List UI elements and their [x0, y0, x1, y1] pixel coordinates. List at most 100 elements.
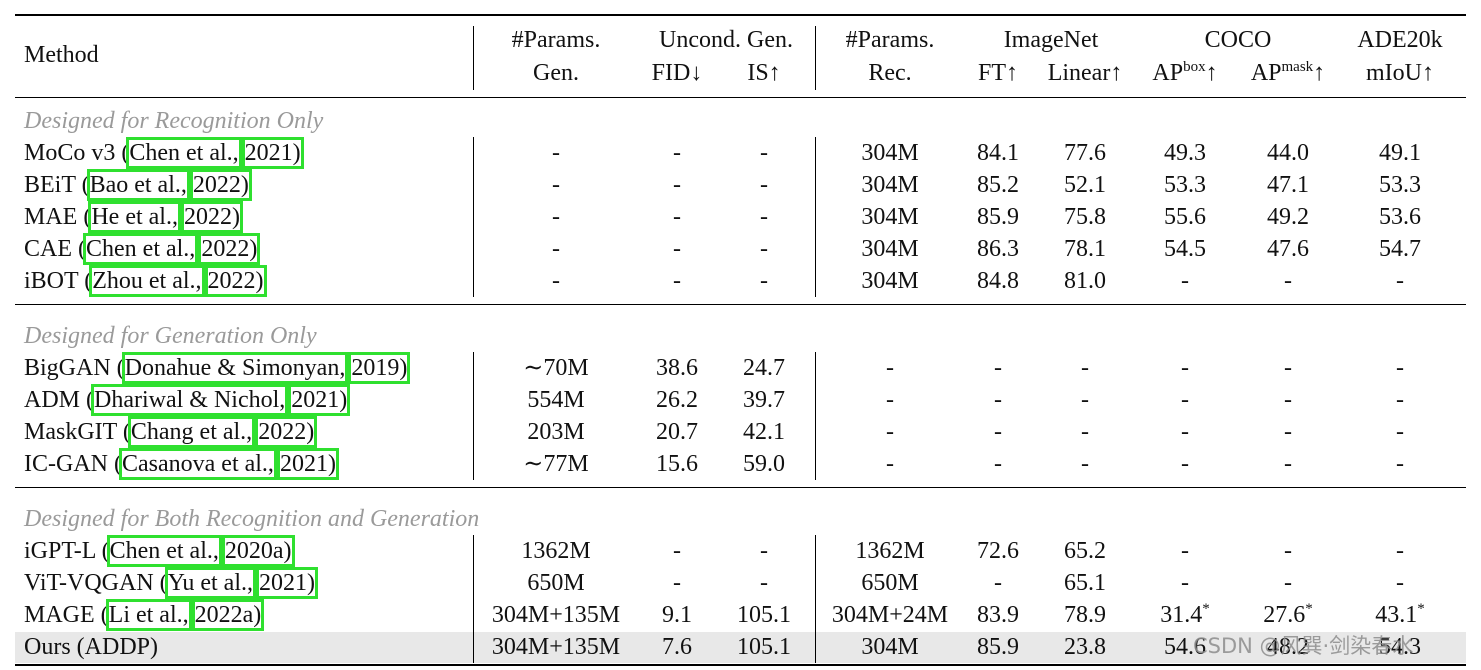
header-text: ↑ — [1313, 60, 1326, 86]
method: MAGE ( — [24, 602, 109, 628]
header-col: FT↑ — [977, 60, 1019, 86]
citation-year: 2022) — [180, 201, 243, 233]
cell: - — [886, 355, 894, 381]
citation-year: 2019) — [348, 352, 411, 384]
cell: 304M — [861, 140, 919, 166]
header-params: Rec. — [868, 60, 912, 86]
cell: 203M — [527, 419, 585, 445]
cell-value: 43.1 — [1375, 602, 1418, 628]
method: IC-GAN ( — [24, 451, 122, 477]
cell: 31.4* — [1160, 601, 1210, 629]
citation-year: 2020a) — [221, 535, 295, 567]
cell: - — [994, 355, 1002, 381]
cell: 48.2 — [1267, 634, 1309, 660]
cell: 65.1 — [1064, 570, 1106, 596]
cell: - — [552, 204, 560, 230]
cell: 105.1 — [737, 602, 791, 628]
cell: - — [886, 387, 894, 413]
cell: - — [760, 570, 768, 596]
method: CAE ( — [24, 236, 86, 262]
cell: - — [1396, 268, 1404, 294]
cell: 1362M — [521, 538, 591, 564]
cell: - — [1181, 355, 1189, 381]
cell-sup: * — [1202, 601, 1210, 617]
cell: 53.3 — [1379, 172, 1421, 198]
cell: 55.6 — [1164, 204, 1206, 230]
header-params: #Params. — [511, 27, 601, 53]
method: BEiT ( — [24, 172, 90, 198]
section-title: Designed for Both Recognition and Genera… — [24, 506, 480, 532]
header-col: mIoU↑ — [1366, 60, 1434, 86]
cell: 54.7 — [1379, 236, 1421, 262]
cell: - — [1181, 538, 1189, 564]
rule — [15, 304, 1466, 305]
cell: - — [1284, 538, 1292, 564]
header-col: Linear↑ — [1047, 60, 1123, 86]
method-name: CAE (Chen et al., 2022) — [24, 233, 261, 265]
cell: 304M — [861, 236, 919, 262]
cell: 84.1 — [977, 140, 1019, 166]
rule — [815, 26, 816, 90]
rule — [473, 26, 474, 90]
method-name: Ours (ADDP) — [24, 633, 158, 661]
cell: - — [552, 140, 560, 166]
cell: - — [1081, 387, 1089, 413]
citation-year: 2022) — [198, 233, 261, 265]
cell: 47.6 — [1267, 236, 1309, 262]
cell: - — [1181, 268, 1189, 294]
cell: 59.0 — [743, 451, 785, 477]
cell: - — [673, 204, 681, 230]
cell: 24.7 — [743, 355, 785, 381]
header-group: COCO — [1204, 27, 1272, 53]
cell: 47.1 — [1267, 172, 1309, 198]
cell: - — [760, 140, 768, 166]
cell: - — [1081, 451, 1089, 477]
citation-author: He et al., — [88, 201, 181, 233]
method-name: ViT-VQGAN (Yu et al., 2021) — [24, 567, 318, 599]
citation-author: Casanova et al., — [118, 448, 277, 480]
cell: 1362M — [855, 538, 925, 564]
section-title: Designed for Recognition Only — [24, 108, 324, 134]
rule — [15, 97, 1466, 98]
cell: - — [994, 419, 1002, 445]
watermark: CSDN @风巽·剑染春水 — [1193, 634, 1414, 658]
method-name: BigGAN (Donahue & Simonyan, 2019) — [24, 352, 411, 384]
cell: - — [1181, 570, 1189, 596]
method-name: MAGE (Li et al., 2022a) — [24, 599, 265, 631]
cell: - — [673, 236, 681, 262]
cell: - — [994, 387, 1002, 413]
cell: - — [673, 172, 681, 198]
rule — [815, 137, 816, 297]
method: MAE ( — [24, 204, 92, 230]
cell: 49.3 — [1164, 140, 1206, 166]
citation-author: Chang et al., — [127, 416, 256, 448]
citation-author: Yu et al., — [164, 567, 256, 599]
header-col: APbox↑ — [1152, 59, 1217, 87]
citation-author: Chen et al., — [82, 233, 199, 265]
cell: - — [673, 538, 681, 564]
citation-year: 2021) — [288, 384, 351, 416]
method: MoCo v3 ( — [24, 140, 130, 166]
cell: 9.1 — [662, 602, 692, 628]
cell-value: 27.6 — [1263, 602, 1306, 628]
rule — [15, 487, 1466, 488]
cell: 304M — [861, 268, 919, 294]
cell: - — [994, 451, 1002, 477]
cell: 52.1 — [1064, 172, 1106, 198]
cell: 85.9 — [977, 634, 1019, 660]
cell: - — [673, 570, 681, 596]
cell: - — [1396, 451, 1404, 477]
cell: 83.9 — [977, 602, 1019, 628]
cell: 85.2 — [977, 172, 1019, 198]
cell: 84.8 — [977, 268, 1019, 294]
cell: 304M+135M — [491, 602, 621, 628]
cell: 304M+135M — [491, 634, 621, 660]
cell: - — [1284, 419, 1292, 445]
citation-author: Bao et al., — [86, 169, 190, 201]
cell: - — [760, 268, 768, 294]
header-group: ADE20k — [1357, 27, 1443, 53]
rule — [473, 535, 474, 663]
cell: - — [1396, 538, 1404, 564]
cell: - — [552, 268, 560, 294]
